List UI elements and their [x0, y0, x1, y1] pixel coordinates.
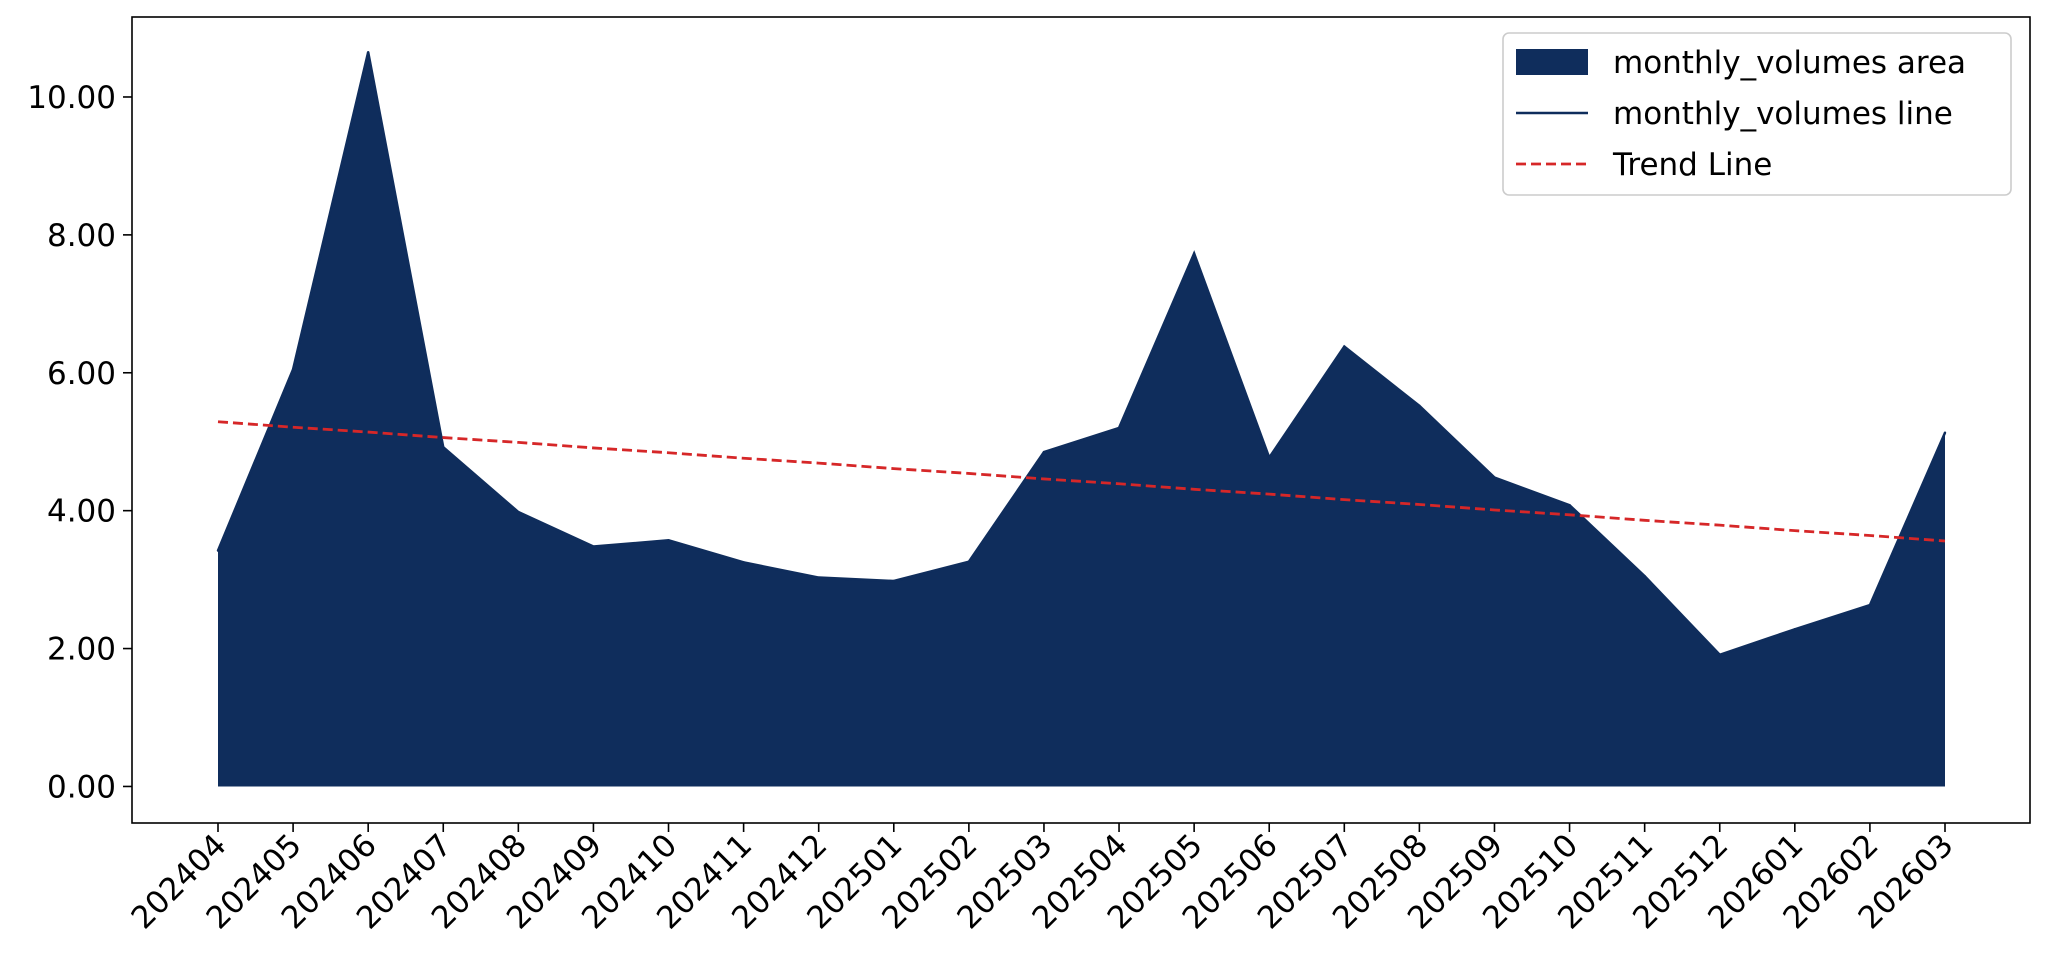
data-point-202509: [1493, 476, 1496, 479]
data-point-202510: [1568, 503, 1571, 507]
data-point-202411: [742, 561, 745, 564]
legend-label: monthly_volumes line: [1613, 96, 1953, 132]
data-point-202511: [1643, 574, 1646, 578]
data-point-202503: [1042, 450, 1046, 454]
data-point-202505: [1192, 252, 1196, 255]
data-point-202603: [1943, 431, 1947, 434]
y-tick-label: 4.00: [47, 494, 116, 530]
legend-label: monthly_volumes area: [1613, 45, 1966, 81]
data-point-202601: [1793, 628, 1797, 631]
y-tick-label: 2.00: [47, 632, 116, 668]
data-point-202405: [291, 368, 295, 371]
data-point-202409: [592, 545, 595, 548]
data-point-202502: [967, 560, 971, 563]
data-point-202404: [216, 549, 220, 552]
data-point-202512: [1718, 653, 1721, 656]
data-point-202407: [442, 446, 445, 449]
data-point-202501: [892, 579, 895, 583]
plot-area: [216, 50, 1947, 787]
data-point-202507: [1343, 345, 1346, 348]
y-tick-label: 6.00: [47, 356, 116, 392]
legend-label: Trend Line: [1612, 147, 1772, 183]
legend-box: [1502, 32, 2012, 196]
trend-line: [217, 420, 1946, 543]
legend-swatch-area: [1516, 49, 1588, 75]
legend: monthly_volumes area monthly_volumes line…: [1502, 32, 2012, 196]
plot-frame: [131, 16, 2031, 824]
y-tick-label: 8.00: [47, 218, 116, 254]
data-point-202408: [517, 510, 520, 514]
data-point-202506: [1268, 456, 1271, 459]
data-point-202412: [817, 576, 820, 579]
area-series-fill: [218, 52, 1945, 787]
y-tick-label: 0.00: [47, 769, 116, 805]
data-point-202406: [366, 50, 370, 54]
data-point-202410: [667, 539, 670, 542]
y-tick-label: 10.00: [27, 80, 116, 116]
line-series: [216, 51, 1947, 657]
data-point-202602: [1868, 603, 1872, 607]
data-point-202504: [1117, 426, 1121, 430]
data-point-202508: [1418, 404, 1421, 408]
